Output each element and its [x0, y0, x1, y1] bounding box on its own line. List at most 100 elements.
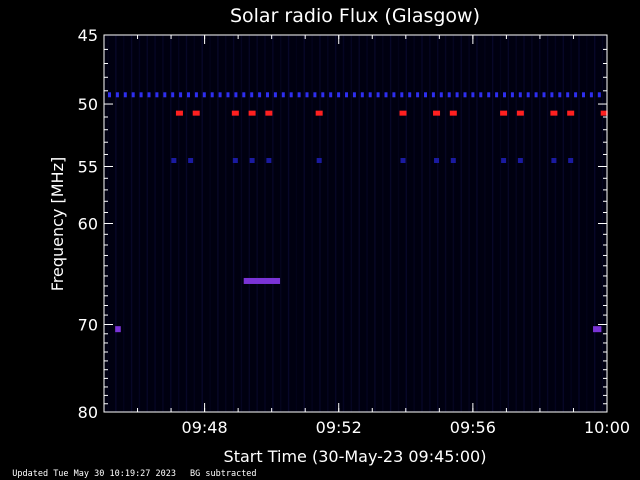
signal-band-2-mark: [434, 158, 440, 164]
signal-band-0-segment: [526, 92, 530, 98]
signal-band-0-segment: [131, 92, 135, 98]
signal-band-2-mark: [171, 158, 177, 164]
signal-band-0-segment: [305, 92, 309, 98]
signal-band-0-segment: [234, 92, 238, 98]
signal-band-0-segment: [345, 92, 348, 98]
signal-band-2-mark: [501, 158, 507, 164]
signal-band-0-segment: [416, 92, 420, 98]
footer: Updated Tue May 30 10:19:27 2023 BG subtr…: [2, 459, 271, 479]
signal-band-0-segment: [471, 92, 475, 98]
signal-band-0-segment: [534, 92, 538, 98]
signal-band-0-segment: [558, 92, 562, 98]
signal-band-0-segment: [171, 92, 175, 98]
signal-band-1-mark: [175, 110, 183, 116]
signal-layer: [108, 92, 608, 333]
signal-band-2-mark: [517, 158, 523, 164]
signal-band-0-segment: [210, 92, 214, 98]
x-tick-label: 09:52: [316, 418, 362, 437]
signal-band-1-mark: [600, 110, 608, 116]
signal-band-2-mark: [188, 158, 194, 164]
y-tick-label: 70: [78, 316, 98, 335]
y-tick-label: 50: [78, 95, 98, 114]
y-tick-label: 60: [78, 215, 98, 234]
signal-band-1-mark: [516, 110, 524, 116]
burst-2: [593, 326, 602, 333]
signal-band-2-mark: [316, 158, 322, 164]
signal-band-0-segment: [376, 92, 380, 98]
axes: 45 50 55 60 70 80 09:48 09:52 09:56 10:00: [78, 26, 630, 437]
signal-band-0-segment: [431, 92, 435, 98]
signal-band-2-mark: [568, 158, 574, 164]
signal-band-0-segment: [503, 92, 506, 98]
x-axis-label: Start Time (30-May-23 09:45:00): [224, 447, 487, 466]
bg-subtracted-note: BG subtracted: [190, 469, 257, 479]
x-tick-label: 09:56: [450, 418, 496, 437]
signal-band-0-segment: [479, 92, 483, 98]
signal-band-0-segment: [337, 92, 341, 98]
signal-band-0-segment: [218, 92, 222, 98]
signal-band-0-segment: [194, 92, 198, 98]
signal-band-0-segment: [360, 92, 364, 98]
signal-band-1-mark: [315, 110, 323, 116]
signal-band-0-segment: [495, 92, 499, 98]
signal-band-2-mark: [232, 158, 238, 164]
signal-band-0-segment: [447, 92, 451, 98]
signal-band-0-segment: [574, 92, 578, 98]
signal-band-1-mark: [265, 110, 273, 116]
signal-band-0-segment: [258, 92, 262, 98]
signal-band-0-segment: [566, 92, 570, 98]
signal-band-0-segment: [455, 92, 459, 98]
signal-band-0-segment: [408, 92, 412, 98]
signal-band-0-segment: [179, 92, 183, 98]
signal-band-2-mark: [551, 158, 557, 164]
signal-band-0-segment: [242, 92, 246, 98]
y-tick-label: 55: [78, 157, 98, 176]
signal-band-1-mark: [500, 110, 508, 116]
y-tick-label: 80: [78, 403, 98, 422]
signal-band-0-segment: [321, 92, 325, 98]
plot-area: [104, 35, 607, 412]
signal-band-0-segment: [352, 92, 356, 98]
signal-band-2-mark: [266, 158, 272, 164]
signal-band-0-segment: [439, 92, 443, 98]
signal-band-1-mark: [433, 110, 441, 116]
signal-band-0-segment: [273, 92, 277, 98]
signal-band-1-mark: [399, 110, 407, 116]
updated-timestamp: Updated Tue May 30 10:19:27 2023: [12, 469, 177, 479]
signal-band-0-segment: [266, 92, 269, 98]
signal-band-1-mark: [231, 110, 239, 116]
signal-band-0-segment: [510, 92, 514, 98]
signal-band-1-mark: [449, 110, 457, 116]
signal-band-0-segment: [329, 92, 333, 98]
signal-band-0-segment: [187, 92, 190, 98]
signal-band-0-segment: [313, 92, 317, 98]
signal-band-0-segment: [384, 92, 388, 98]
y-tick-label: 45: [78, 26, 98, 45]
chart-title: Solar radio Flux (Glasgow): [230, 5, 480, 27]
signal-band-0-segment: [487, 92, 491, 98]
y-axis-label: Frequency [MHz]: [48, 157, 67, 291]
signal-band-0-segment: [368, 92, 372, 98]
signal-band-0-segment: [115, 92, 119, 98]
signal-band-0-segment: [139, 92, 143, 98]
signal-band-0-segment: [582, 92, 585, 98]
signal-band-0-segment: [597, 92, 601, 98]
signal-band-0-segment: [281, 92, 285, 98]
signal-band-0-segment: [424, 92, 427, 98]
signal-band-1-mark: [192, 110, 200, 116]
signal-band-2-mark: [400, 158, 406, 164]
signal-band-0-segment: [163, 92, 167, 98]
signal-band-1-mark: [248, 110, 256, 116]
signal-band-0-segment: [589, 92, 593, 98]
burst-0: [243, 277, 281, 284]
signal-band-0-segment: [289, 92, 293, 98]
signal-band-0-segment: [400, 92, 404, 98]
signal-band-0-segment: [297, 92, 301, 98]
signal-band-0-segment: [226, 92, 230, 98]
signal-band-0-segment: [202, 92, 206, 98]
x-tick-label: 09:48: [182, 418, 228, 437]
signal-band-0-segment: [250, 92, 254, 98]
signal-band-0-segment: [108, 92, 111, 98]
plot-background: [104, 35, 607, 412]
